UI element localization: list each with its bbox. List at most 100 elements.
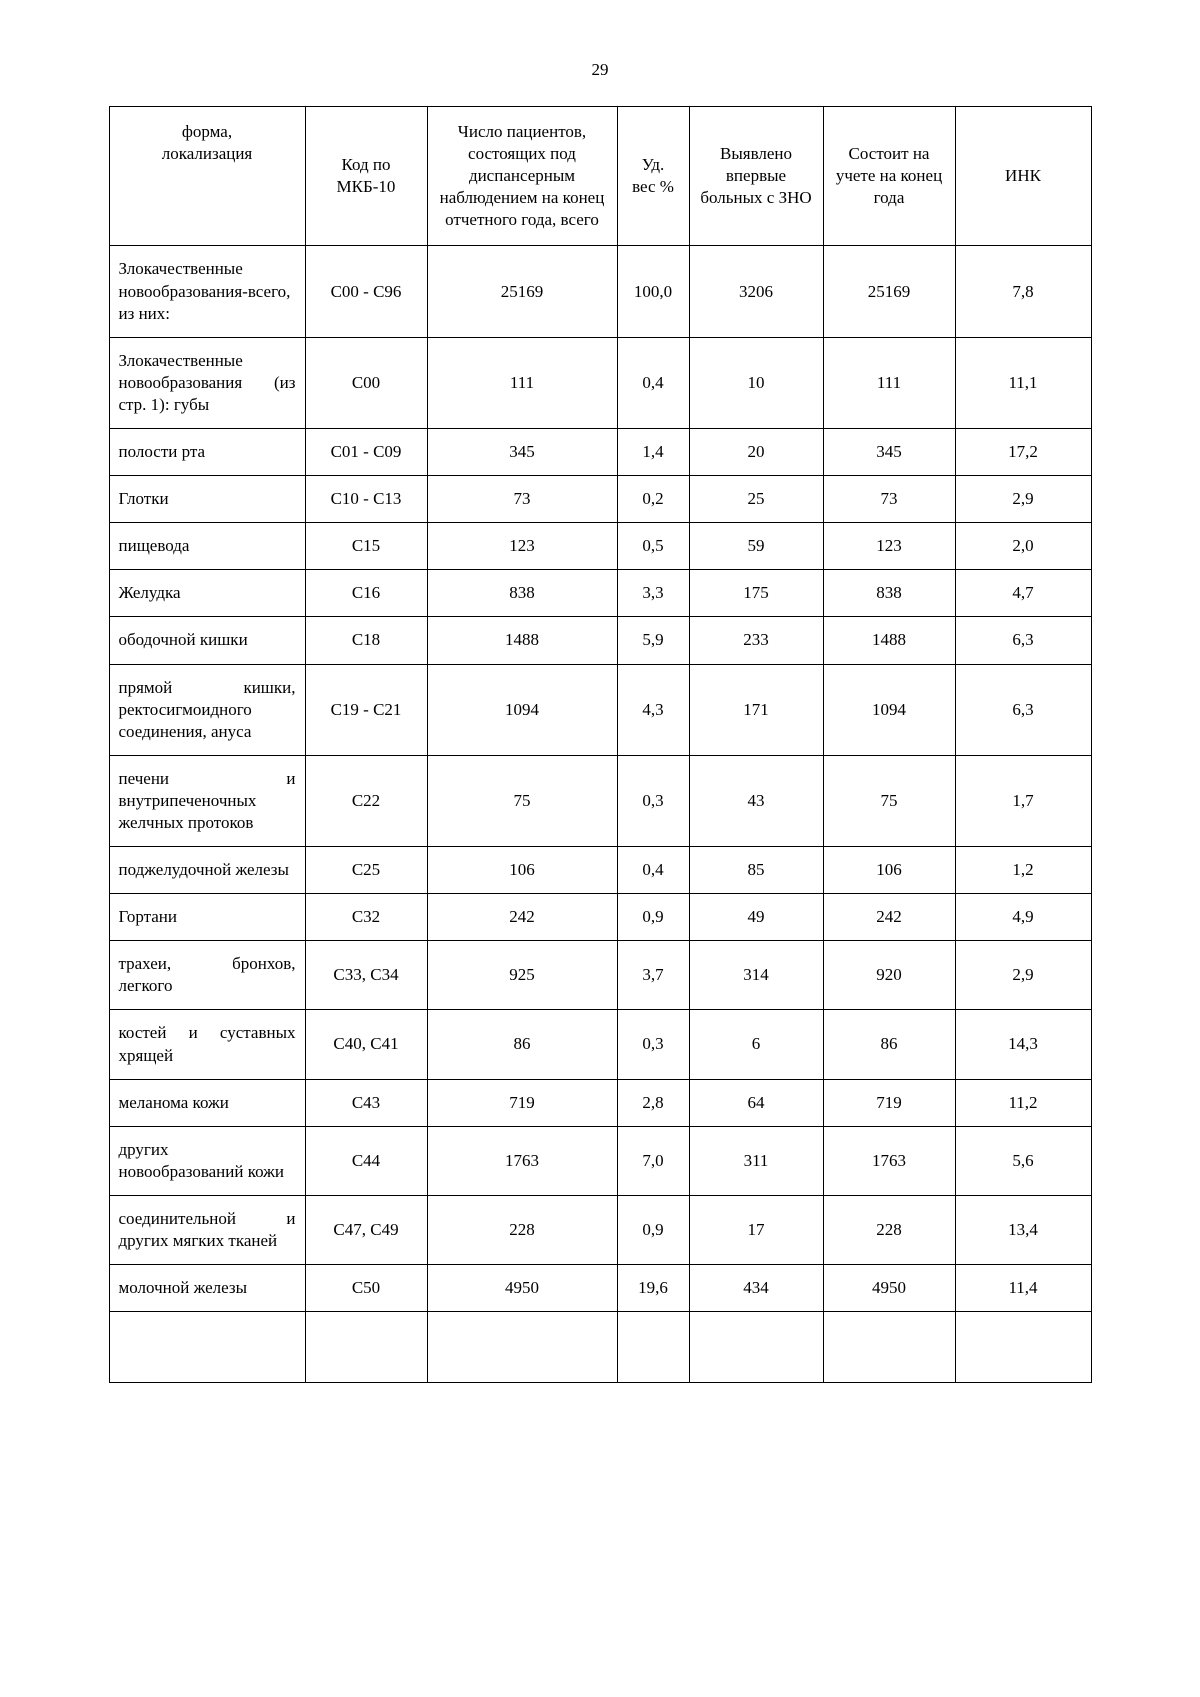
data-cell: 111 bbox=[822, 336, 956, 430]
row-label-cell: соединительной и других мягких тканей bbox=[108, 1194, 306, 1266]
data-cell: 4,3 bbox=[616, 663, 690, 756]
data-cell: 314 bbox=[688, 940, 824, 1011]
column-header-3: Уд. вес % bbox=[616, 105, 690, 247]
data-cell: 233 bbox=[688, 616, 824, 665]
data-cell: 719 bbox=[426, 1078, 618, 1127]
data-cell: 10 bbox=[688, 336, 824, 430]
row-label-cell: Злокачественные новообразования-всего, и… bbox=[108, 245, 306, 338]
data-cell: C16 bbox=[304, 569, 428, 618]
column-header-0: форма, локализация bbox=[108, 105, 306, 247]
data-cell: 0,5 bbox=[616, 522, 690, 571]
table-row: ободочной кишки C18 1488 5,9 233 1488 6,3 bbox=[108, 616, 1092, 665]
table-row: Злокачественные новообразования-всего, и… bbox=[108, 245, 1092, 338]
data-cell: 0,9 bbox=[616, 1194, 690, 1266]
data-cell: 7,8 bbox=[954, 245, 1092, 338]
data-cell: 11,4 bbox=[954, 1264, 1092, 1313]
table-row: Глотки C10 - C13 73 0,2 25 73 2,9 bbox=[108, 475, 1092, 524]
data-cell: 228 bbox=[822, 1194, 956, 1266]
row-label-cell: костей и суставных хрящей bbox=[108, 1009, 306, 1080]
data-cell: 1094 bbox=[426, 663, 618, 756]
table-row: поджелудочной железы C25 106 0,4 85 106 1,2 bbox=[108, 846, 1092, 895]
table-row: трахеи, бронхов, легкого C33, C34 925 3,7 31… bbox=[108, 940, 1092, 1011]
data-cell: 838 bbox=[426, 569, 618, 618]
data-cell: 5,9 bbox=[616, 616, 690, 665]
data-cell: 0,3 bbox=[616, 754, 690, 848]
data-cell: C33, C34 bbox=[304, 940, 428, 1011]
data-cell: C47, C49 bbox=[304, 1194, 428, 1266]
cancer-statistics-table: форма, локализация Код по МКБ-10 Число пац… bbox=[108, 105, 1092, 1384]
data-cell: 3,3 bbox=[616, 569, 690, 618]
data-cell: 2,9 bbox=[954, 940, 1092, 1011]
data-cell: 75 bbox=[426, 754, 618, 848]
data-cell: 4,7 bbox=[954, 569, 1092, 618]
data-cell: 3,7 bbox=[616, 940, 690, 1011]
table-row: молочной железы C50 4950 19,6 434 4950 11,4 bbox=[108, 1264, 1092, 1313]
data-cell: 1,7 bbox=[954, 754, 1092, 848]
row-label-cell: меланома кожи bbox=[108, 1078, 306, 1127]
empty-row bbox=[108, 1311, 1092, 1384]
data-cell: 7,0 bbox=[616, 1125, 690, 1196]
data-cell: 1,2 bbox=[954, 846, 1092, 895]
data-cell: C50 bbox=[304, 1264, 428, 1313]
data-cell: 17 bbox=[688, 1194, 824, 1266]
data-cell: 2,8 bbox=[616, 1078, 690, 1127]
data-cell: 43 bbox=[688, 754, 824, 848]
data-cell: C43 bbox=[304, 1078, 428, 1127]
data-cell: 100,0 bbox=[616, 245, 690, 338]
table-row: соединительной и других мягких тканей C47… bbox=[108, 1194, 1092, 1266]
data-cell: C19 - C21 bbox=[304, 663, 428, 756]
empty-cell bbox=[688, 1311, 824, 1384]
data-cell: 106 bbox=[426, 846, 618, 895]
table-row: других новообразований кожи C44 1763 7,0 311… bbox=[108, 1125, 1092, 1196]
data-cell: 838 bbox=[822, 569, 956, 618]
data-cell: C10 - C13 bbox=[304, 475, 428, 524]
row-label-cell: трахеи, бронхов, легкого bbox=[108, 940, 306, 1011]
data-cell: 345 bbox=[426, 428, 618, 477]
data-cell: 86 bbox=[822, 1009, 956, 1080]
data-cell: C00 - C96 bbox=[304, 245, 428, 338]
row-label-cell: Гортани bbox=[108, 893, 306, 942]
table-row: полости рта C01 - C09 345 1,4 20 345 17,2 bbox=[108, 428, 1092, 477]
table-row: Злокачественные новообразования (из стр.… bbox=[108, 336, 1092, 430]
row-label-cell: пищевода bbox=[108, 522, 306, 571]
table-row: Гортани C32 242 0,9 49 242 4,9 bbox=[108, 893, 1092, 942]
data-cell: 171 bbox=[688, 663, 824, 756]
data-cell: 73 bbox=[822, 475, 956, 524]
data-cell: 86 bbox=[426, 1009, 618, 1080]
data-cell: 13,4 bbox=[954, 1194, 1092, 1266]
data-cell: 2,9 bbox=[954, 475, 1092, 524]
data-cell: 49 bbox=[688, 893, 824, 942]
row-label-cell: Злокачественные новообразования (из стр.… bbox=[108, 336, 306, 430]
data-cell: 0,3 bbox=[616, 1009, 690, 1080]
data-cell: 64 bbox=[688, 1078, 824, 1127]
data-cell: 1763 bbox=[822, 1125, 956, 1196]
data-cell: 228 bbox=[426, 1194, 618, 1266]
data-cell: C40, C41 bbox=[304, 1009, 428, 1080]
table-header-row: форма, локализация Код по МКБ-10 Число пац… bbox=[108, 105, 1092, 247]
table-row: прямой кишки, ректосигмоидного соединени… bbox=[108, 663, 1092, 756]
data-cell: 25169 bbox=[426, 245, 618, 338]
data-cell: 59 bbox=[688, 522, 824, 571]
page-number: 29 bbox=[591, 60, 609, 79]
data-cell: 111 bbox=[426, 336, 618, 430]
data-cell: 14,3 bbox=[954, 1009, 1092, 1080]
data-cell: 75 bbox=[822, 754, 956, 848]
data-cell: 1,4 bbox=[616, 428, 690, 477]
row-label-cell: полости рта bbox=[108, 428, 306, 477]
row-label-cell: других новообразований кожи bbox=[108, 1125, 306, 1196]
table-row: Желудка C16 838 3,3 175 838 4,7 bbox=[108, 569, 1092, 618]
data-cell: 920 bbox=[822, 940, 956, 1011]
data-cell: 3206 bbox=[688, 245, 824, 338]
data-cell: 0,4 bbox=[616, 846, 690, 895]
empty-cell bbox=[822, 1311, 956, 1384]
data-cell: 242 bbox=[822, 893, 956, 942]
data-cell: 1488 bbox=[822, 616, 956, 665]
data-cell: 85 bbox=[688, 846, 824, 895]
data-cell: 4950 bbox=[822, 1264, 956, 1313]
data-cell: 2,0 bbox=[954, 522, 1092, 571]
data-cell: 6 bbox=[688, 1009, 824, 1080]
data-cell: 311 bbox=[688, 1125, 824, 1196]
data-cell: C15 bbox=[304, 522, 428, 571]
column-header-2: Число пациентов, состоящих под диспансер… bbox=[426, 105, 618, 247]
data-cell: C44 bbox=[304, 1125, 428, 1196]
